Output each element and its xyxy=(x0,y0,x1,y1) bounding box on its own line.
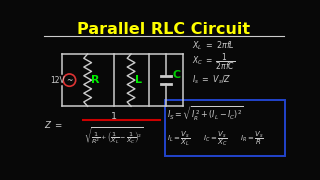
Text: Parallel RLC Circuit: Parallel RLC Circuit xyxy=(77,22,251,37)
Text: 12V: 12V xyxy=(51,76,65,85)
Text: $\sqrt{\dfrac{1}{R^2}+\left(\dfrac{1}{X_L}-\dfrac{1}{X_C}\right)^{\!2}}$: $\sqrt{\dfrac{1}{R^2}+\left(\dfrac{1}{X_… xyxy=(84,125,143,146)
Text: $I_s \ = \ V_s / Z$: $I_s \ = \ V_s / Z$ xyxy=(192,74,231,86)
Text: $I_L = \dfrac{V_s}{X_L}$: $I_L = \dfrac{V_s}{X_L}$ xyxy=(167,129,190,148)
Text: $I_C = \dfrac{V_s}{X_C}$: $I_C = \dfrac{V_s}{X_C}$ xyxy=(203,129,228,148)
Text: $1$: $1$ xyxy=(110,110,117,121)
Text: $I_S = \sqrt{I_R^{\,2}+(I_L-I_C)^2}$: $I_S = \sqrt{I_R^{\,2}+(I_L-I_C)^2}$ xyxy=(167,105,244,123)
Text: ~: ~ xyxy=(66,76,73,85)
Text: L: L xyxy=(135,75,142,85)
Text: $X_C \ = \ \dfrac{1}{2\pi f C}$: $X_C \ = \ \dfrac{1}{2\pi f C}$ xyxy=(192,51,235,72)
Text: C: C xyxy=(173,71,181,80)
Text: R: R xyxy=(91,75,100,85)
Text: $X_L \ = \ 2\pi f L$: $X_L \ = \ 2\pi f L$ xyxy=(192,40,235,53)
Text: $I_R = \dfrac{V_s}{R}$: $I_R = \dfrac{V_s}{R}$ xyxy=(240,130,264,147)
Text: $Z \ =$: $Z \ =$ xyxy=(44,118,63,129)
